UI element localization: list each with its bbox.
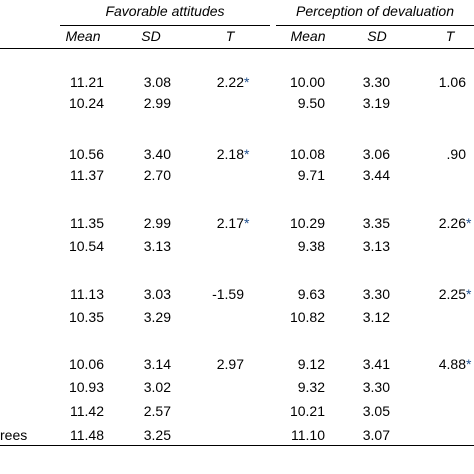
cell-sd-devaluation: 3.05 [362, 403, 390, 419]
group1-underline [60, 25, 270, 26]
cell-sd-favorable: 2.57 [143, 403, 171, 419]
cell-t-favorable-value: -1.59 [212, 286, 244, 302]
cell-mean-devaluation: 9.50 [297, 95, 325, 111]
col-header-t-1: T [225, 28, 235, 44]
table-bottom-rule [0, 445, 474, 446]
cell-sd-devaluation: 3.30 [362, 74, 390, 90]
cell-sd-favorable: 3.29 [143, 309, 171, 325]
header-bottom-rule [0, 48, 474, 49]
group2-underline [276, 25, 474, 26]
cell-mean-devaluation: 9.12 [297, 356, 325, 372]
cell-t-devaluation-value: 2.25 [438, 286, 466, 302]
cell-mean-favorable: 11.48 [70, 427, 104, 443]
col-header-mean-1: Mean [65, 28, 101, 44]
cell-t-devaluation-value: .90 [446, 146, 466, 162]
col-header-mean-2: Mean [290, 28, 326, 44]
cell-t-devaluation: 2.26* [439, 216, 474, 230]
group-header-favorable-attitudes: Favorable attitudes [105, 3, 225, 19]
cell-t-favorable: 2.17* [217, 216, 252, 230]
cell-mean-favorable: 11.21 [70, 74, 104, 90]
cell-mean-devaluation: 10.08 [289, 146, 325, 162]
cell-sd-devaluation: 3.30 [362, 379, 390, 395]
cell-t-favorable-value: 2.17 [216, 215, 244, 231]
cell-t-favorable-significance-star: * [244, 215, 250, 231]
cell-sd-devaluation: 3.44 [362, 167, 390, 183]
cell-mean-devaluation: 9.71 [297, 167, 325, 183]
cell-sd-favorable: 2.99 [143, 215, 171, 231]
cell-mean-favorable: 11.37 [70, 167, 104, 183]
cell-sd-devaluation: 3.06 [362, 146, 390, 162]
cell-sd-devaluation: 3.41 [362, 356, 390, 372]
cell-sd-favorable: 3.25 [143, 427, 171, 443]
cell-mean-devaluation: 10.82 [289, 309, 325, 325]
cell-sd-devaluation: 3.30 [362, 286, 390, 302]
cell-sd-favorable: 3.02 [143, 379, 171, 395]
col-header-t-2: T [445, 28, 455, 44]
cell-t-favorable: 2.97 [217, 357, 252, 371]
cell-sd-devaluation: 3.35 [362, 215, 390, 231]
cell-t-favorable-value: 2.22 [216, 74, 244, 90]
cell-t-devaluation-significance-star: * [466, 215, 472, 231]
cell-mean-devaluation: 9.32 [297, 379, 325, 395]
cell-t-devaluation-significance-star: * [466, 286, 472, 302]
cell-sd-devaluation: 3.13 [362, 238, 390, 254]
cell-t-devaluation-value: 2.26 [438, 215, 466, 231]
cell-sd-favorable: 2.99 [143, 95, 171, 111]
cell-t-favorable-significance-star: * [244, 74, 250, 90]
cell-t-devaluation-significance-star: * [466, 356, 472, 372]
cell-sd-favorable: 3.14 [143, 356, 171, 372]
cell-sd-devaluation: 3.07 [362, 427, 390, 443]
cell-sd-favorable: 3.13 [143, 238, 171, 254]
cell-sd-favorable: 3.40 [143, 146, 171, 162]
cell-sd-devaluation: 3.12 [362, 309, 390, 325]
cell-mean-favorable: 10.06 [68, 356, 104, 372]
group-header-perception-of-devaluation: Perception of devaluation [296, 3, 454, 19]
cell-t-devaluation-value: 4.88 [438, 356, 466, 372]
cell-mean-favorable: 11.42 [70, 403, 104, 419]
row-label: rees [0, 427, 28, 443]
cell-t-favorable-value: 2.97 [216, 356, 244, 372]
cell-mean-favorable: 10.35 [68, 309, 104, 325]
cell-sd-favorable: 3.08 [143, 74, 171, 90]
cell-mean-favorable: 10.24 [68, 95, 104, 111]
cell-mean-devaluation: 11.10 [291, 427, 325, 443]
cell-mean-favorable: 11.35 [70, 215, 104, 231]
cell-mean-devaluation: 10.29 [289, 215, 325, 231]
cell-mean-devaluation: 10.00 [289, 74, 325, 90]
col-header-sd-1: SD [141, 28, 161, 44]
col-header-sd-2: SD [367, 28, 387, 44]
cell-t-favorable-significance-star: * [244, 146, 250, 162]
cell-mean-devaluation: 9.63 [297, 286, 325, 302]
cell-mean-favorable: 10.54 [68, 238, 104, 254]
cell-sd-devaluation: 3.19 [362, 95, 390, 111]
cell-t-devaluation-value: 1.06 [438, 74, 466, 90]
cell-mean-devaluation: 10.21 [289, 403, 325, 419]
cell-mean-favorable: 10.56 [68, 146, 104, 162]
cell-sd-favorable: 2.70 [143, 167, 171, 183]
cell-t-favorable: -1.59 [212, 287, 252, 301]
cell-t-favorable-value: 2.18 [216, 146, 244, 162]
cell-mean-devaluation: 9.38 [297, 238, 325, 254]
cell-t-favorable: 2.18* [217, 147, 252, 161]
cell-mean-favorable: 10.93 [68, 379, 104, 395]
cell-t-devaluation: 1.06 [439, 75, 474, 89]
cell-mean-favorable: 11.13 [70, 286, 104, 302]
cell-sd-favorable: 3.03 [143, 286, 171, 302]
cell-t-favorable: 2.22* [217, 75, 252, 89]
cell-t-devaluation: .90 [447, 147, 474, 161]
cell-t-devaluation: 2.25* [439, 287, 474, 301]
cell-t-devaluation: 4.88* [439, 357, 474, 371]
